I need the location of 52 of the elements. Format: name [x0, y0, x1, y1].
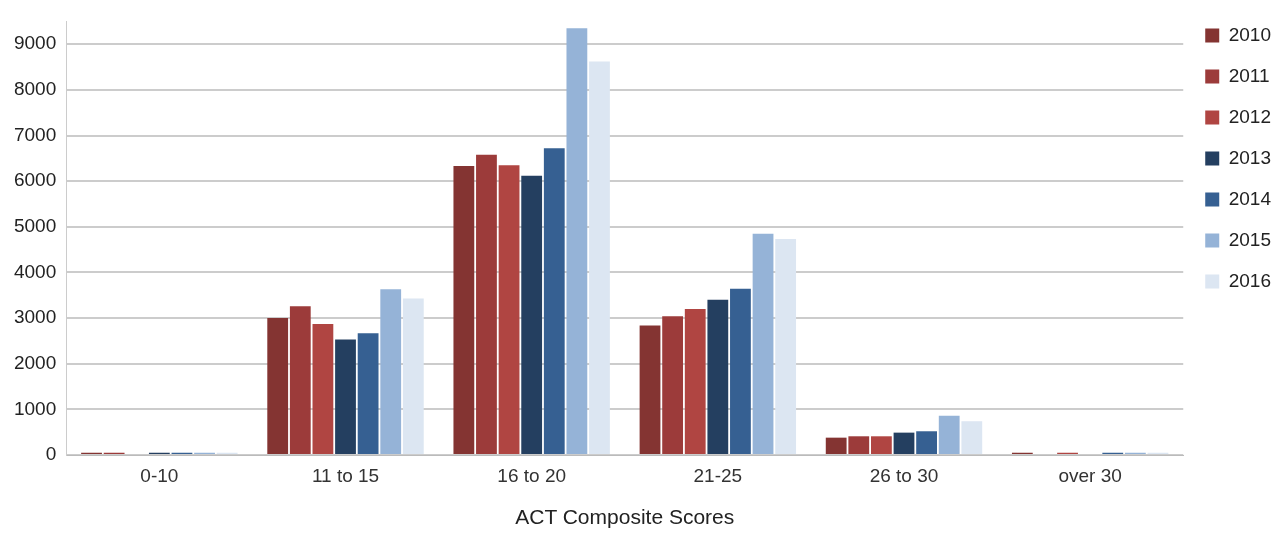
bar — [267, 318, 289, 454]
y-tick-label: 6000 — [13, 169, 57, 191]
bar — [938, 415, 960, 454]
bar — [521, 175, 543, 454]
bar — [707, 299, 729, 454]
x-tick-label: 21-25 — [693, 464, 743, 486]
legend-label: 2012 — [1228, 105, 1272, 127]
y-tick-label: 8000 — [13, 78, 57, 100]
legend-label: 2016 — [1228, 269, 1272, 291]
bar — [566, 28, 588, 454]
x-tick-label: 16 to 20 — [497, 464, 567, 486]
y-tick-label: 4000 — [13, 260, 57, 282]
legend-label: 2011 — [1228, 64, 1270, 86]
bar — [453, 166, 475, 454]
bar — [775, 239, 797, 454]
bar — [357, 333, 379, 454]
bar — [961, 421, 983, 454]
bar — [870, 436, 892, 454]
y-tick-label: 9000 — [13, 32, 57, 54]
legend-label: 2014 — [1228, 187, 1272, 209]
bar — [684, 308, 706, 454]
bar — [893, 432, 915, 454]
x-tick-label: 11 to 15 — [311, 464, 380, 486]
bar — [335, 339, 356, 454]
bar — [916, 431, 937, 454]
bar — [543, 148, 565, 454]
bar — [476, 154, 497, 454]
bar — [752, 233, 774, 454]
legend-label: 2015 — [1228, 228, 1272, 250]
bar — [589, 61, 610, 454]
legend-label: 2010 — [1228, 23, 1272, 45]
bar — [289, 306, 311, 454]
bar — [498, 165, 520, 454]
y-tick-label: 2000 — [13, 351, 57, 373]
bar — [662, 316, 684, 454]
bar — [848, 436, 870, 454]
y-tick-label: 1000 — [13, 397, 57, 419]
y-tick-label: 5000 — [13, 215, 57, 237]
bar — [639, 325, 661, 454]
bar — [730, 288, 751, 454]
bar — [380, 289, 402, 454]
bar — [312, 324, 334, 454]
y-tick-label: 3000 — [13, 306, 57, 328]
y-tick-label: 7000 — [13, 123, 57, 145]
y-tick-label: 0 — [45, 443, 57, 465]
x-tick-label: 0-10 — [140, 464, 179, 486]
bar — [402, 298, 424, 454]
legend-label: 2013 — [1228, 146, 1272, 168]
x-tick-label: 26 to 30 — [869, 464, 939, 486]
x-tick-label: over 30 — [1058, 464, 1122, 486]
bar — [825, 437, 847, 454]
x-axis-title: ACT Composite Scores — [515, 505, 735, 529]
